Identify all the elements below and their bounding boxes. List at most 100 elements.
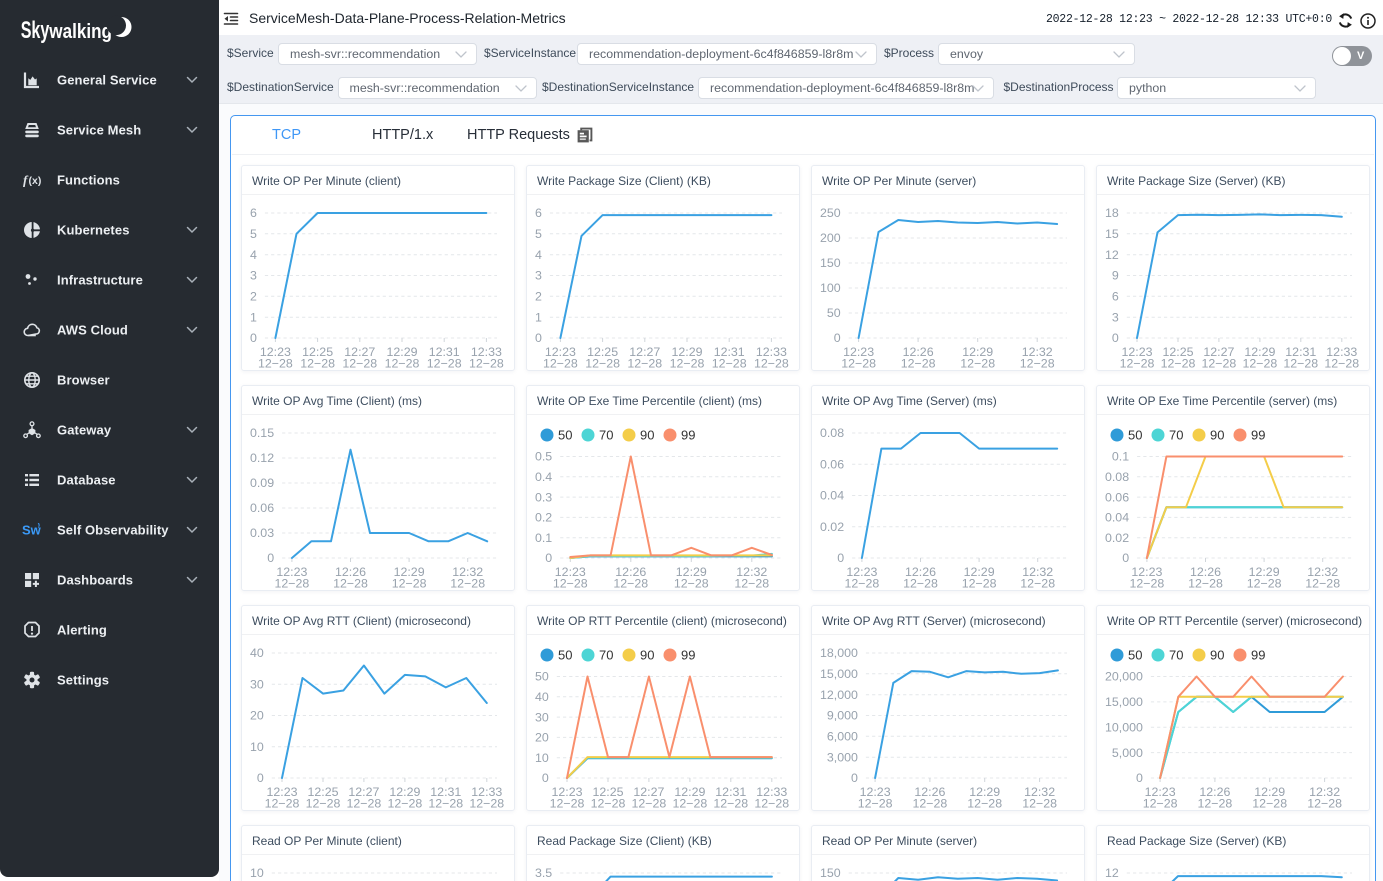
svg-text:0: 0 xyxy=(257,771,264,785)
svg-text:Sw: Sw xyxy=(22,523,42,538)
svg-text:70: 70 xyxy=(1169,428,1183,443)
svg-text:6: 6 xyxy=(250,206,257,220)
svg-text:12:26: 12:26 xyxy=(914,785,945,799)
svg-text:0.08: 0.08 xyxy=(820,426,844,440)
svg-text:4: 4 xyxy=(535,248,542,262)
svg-text:6: 6 xyxy=(535,206,542,220)
svg-text:12:29: 12:29 xyxy=(1244,345,1275,359)
svg-text:12:33: 12:33 xyxy=(756,785,787,799)
svg-text:0.12: 0.12 xyxy=(250,451,274,465)
svg-text:100: 100 xyxy=(820,281,841,295)
svg-text:12−28: 12−28 xyxy=(962,577,997,591)
svg-text:50: 50 xyxy=(558,648,572,663)
svg-text:12:29: 12:29 xyxy=(386,345,417,359)
svg-text:0: 0 xyxy=(545,551,552,565)
svg-text:12:27: 12:27 xyxy=(348,785,379,799)
svg-text:12:29: 12:29 xyxy=(671,345,702,359)
svg-text:12:25: 12:25 xyxy=(587,345,618,359)
svg-text:12−28: 12−28 xyxy=(1143,797,1178,811)
svg-text:50: 50 xyxy=(558,428,572,443)
svg-text:12:23: 12:23 xyxy=(545,345,576,359)
svg-text:12:23: 12:23 xyxy=(266,785,297,799)
svg-text:12:33: 12:33 xyxy=(756,345,787,359)
svg-text:12:23: 12:23 xyxy=(1121,345,1152,359)
svg-text:12:31: 12:31 xyxy=(715,785,746,799)
svg-text:70: 70 xyxy=(599,428,613,443)
svg-text:12−28: 12−28 xyxy=(387,797,422,811)
svg-text:150: 150 xyxy=(820,866,841,880)
svg-text:12:32: 12:32 xyxy=(736,565,767,579)
svg-text:2: 2 xyxy=(535,290,542,304)
svg-text:0: 0 xyxy=(250,331,257,345)
svg-text:12−28: 12−28 xyxy=(1022,797,1057,811)
svg-text:5,000: 5,000 xyxy=(1112,746,1143,760)
svg-text:1: 1 xyxy=(535,310,542,324)
svg-text:0: 0 xyxy=(851,771,858,785)
svg-text:99: 99 xyxy=(1251,648,1265,663)
svg-text:0.06: 0.06 xyxy=(250,501,274,515)
svg-text:12:25: 12:25 xyxy=(1162,345,1193,359)
svg-text:12:26: 12:26 xyxy=(1199,785,1230,799)
svg-text:12−28: 12−28 xyxy=(306,797,341,811)
svg-text:12−28: 12−28 xyxy=(333,577,368,591)
svg-text:12:29: 12:29 xyxy=(389,785,420,799)
svg-text:12−28: 12−28 xyxy=(672,797,707,811)
svg-text:12:23: 12:23 xyxy=(555,565,586,579)
svg-text:6,000: 6,000 xyxy=(827,730,858,744)
svg-text:12−28: 12−28 xyxy=(631,797,666,811)
svg-text:12−28: 12−28 xyxy=(713,797,748,811)
svg-text:0.09: 0.09 xyxy=(250,476,274,490)
svg-text:12:23: 12:23 xyxy=(860,785,891,799)
svg-text:0: 0 xyxy=(535,331,542,345)
svg-text:12:32: 12:32 xyxy=(1309,785,1340,799)
svg-text:12−28: 12−28 xyxy=(469,797,504,811)
svg-text:12−28: 12−28 xyxy=(585,357,620,371)
svg-text:12:32: 12:32 xyxy=(1022,565,1053,579)
svg-text:99: 99 xyxy=(681,648,695,663)
svg-text:0: 0 xyxy=(1136,771,1143,785)
svg-text:12:26: 12:26 xyxy=(903,345,934,359)
svg-text:6: 6 xyxy=(1112,290,1119,304)
svg-text:12−28: 12−28 xyxy=(967,797,1002,811)
svg-text:9: 9 xyxy=(1112,269,1119,283)
svg-text:0.1: 0.1 xyxy=(535,531,552,545)
svg-text:12−28: 12−28 xyxy=(734,577,769,591)
svg-text:12−28: 12−28 xyxy=(427,357,462,371)
svg-text:0: 0 xyxy=(267,551,274,565)
svg-text:3: 3 xyxy=(535,269,542,283)
svg-text:12−28: 12−28 xyxy=(274,577,309,591)
svg-text:0.08: 0.08 xyxy=(1105,470,1129,484)
svg-text:15,000: 15,000 xyxy=(1105,695,1143,709)
svg-text:50: 50 xyxy=(827,306,841,320)
svg-text:0.5: 0.5 xyxy=(535,450,552,464)
svg-text:12−28: 12−28 xyxy=(613,577,648,591)
svg-text:12:32: 12:32 xyxy=(452,565,483,579)
svg-text:0: 0 xyxy=(1122,551,1129,565)
svg-text:12:26: 12:26 xyxy=(615,565,646,579)
svg-text:12−28: 12−28 xyxy=(903,577,938,591)
svg-text:12:29: 12:29 xyxy=(1249,565,1280,579)
svg-text:12−28: 12−28 xyxy=(754,357,789,371)
svg-text:0.2: 0.2 xyxy=(535,511,552,525)
svg-text:12:29: 12:29 xyxy=(964,565,995,579)
svg-text:12:25: 12:25 xyxy=(307,785,338,799)
svg-text:12:31: 12:31 xyxy=(429,345,460,359)
svg-text:12−28: 12−28 xyxy=(1129,577,1164,591)
svg-text:5: 5 xyxy=(535,227,542,241)
svg-text:12:26: 12:26 xyxy=(1190,565,1221,579)
svg-text:12−28: 12−28 xyxy=(1120,357,1155,371)
svg-text:10,000: 10,000 xyxy=(1105,721,1143,735)
svg-text:12:29: 12:29 xyxy=(962,345,993,359)
svg-text:0.1: 0.1 xyxy=(1112,450,1129,464)
svg-text:12−28: 12−28 xyxy=(1201,357,1236,371)
svg-text:12−28: 12−28 xyxy=(1020,577,1055,591)
svg-text:12−28: 12−28 xyxy=(627,357,662,371)
svg-text:70: 70 xyxy=(1169,648,1183,663)
svg-text:18,000: 18,000 xyxy=(820,646,858,660)
svg-text:10: 10 xyxy=(250,866,264,880)
svg-text:12:23: 12:23 xyxy=(846,565,877,579)
svg-text:12−28: 12−28 xyxy=(858,797,893,811)
svg-text:12:27: 12:27 xyxy=(629,345,660,359)
svg-text:(x): (x) xyxy=(29,175,42,187)
svg-text:12−28: 12−28 xyxy=(469,357,504,371)
